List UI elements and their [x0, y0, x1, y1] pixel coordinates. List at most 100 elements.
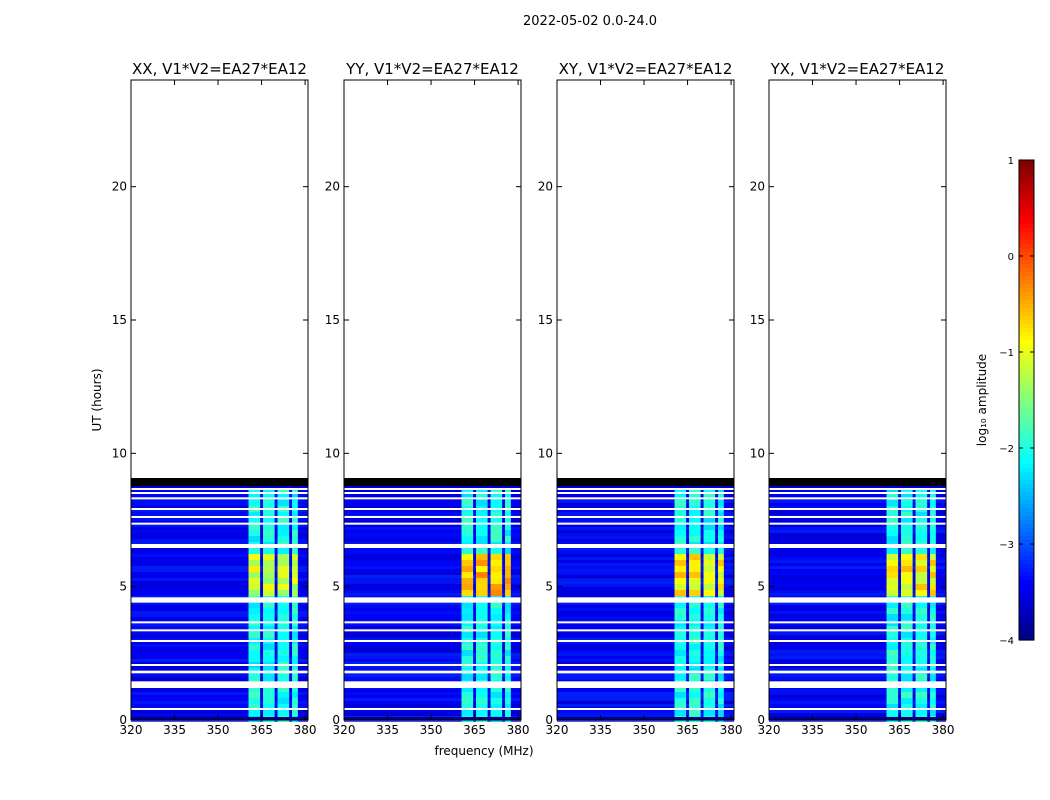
- heatmap-band-cell: [901, 530, 913, 536]
- colorbar-step: [1019, 236, 1034, 241]
- heatmap-band-cell: [703, 656, 716, 662]
- heatmap-band-cell: [505, 614, 511, 620]
- heatmap-band-cell: [930, 530, 936, 536]
- heatmap-noise-row: [344, 644, 521, 647]
- heatmap-band-cell: [505, 710, 511, 716]
- heatmap-noise-row: [131, 548, 308, 551]
- heatmap-band-cell: [292, 530, 298, 536]
- x-tick-label: 365: [463, 723, 486, 737]
- heatmap-band-cell: [718, 524, 724, 530]
- heatmap-noise-row: [557, 572, 734, 575]
- heatmap-noise-row: [557, 626, 734, 629]
- heatmap-noise-row: [131, 524, 308, 527]
- heatmap-band-cell: [490, 614, 503, 620]
- heatmap-band-cell: [674, 650, 687, 656]
- heatmap-noise-row: [769, 647, 946, 650]
- heatmap-noise-row: [557, 617, 734, 620]
- colorbar-step: [1019, 312, 1034, 317]
- heatmap-band-cell: [718, 590, 724, 596]
- x-tick-label: 320: [120, 723, 143, 737]
- heatmap-band-cell: [689, 626, 701, 632]
- heatmap-band-cell: [490, 512, 503, 518]
- heatmap-band-cell: [674, 494, 687, 500]
- heatmap-band-cell: [886, 566, 899, 572]
- colorbar-step: [1019, 268, 1034, 273]
- heatmap-band-cell: [689, 650, 701, 656]
- heatmap-noise-row: [131, 689, 308, 692]
- heatmap-band-cell: [292, 644, 298, 650]
- heatmap-noise-row: [131, 572, 308, 575]
- heatmap-band-cell: [248, 626, 261, 632]
- heatmap-band-cell: [505, 644, 511, 650]
- colorbar-step: [1019, 180, 1034, 185]
- heatmap-noise-row: [557, 494, 734, 497]
- heatmap-band-cell: [461, 548, 474, 554]
- heatmap-band-cell: [703, 644, 716, 650]
- heatmap-noise-row: [344, 608, 521, 611]
- flagged-row: [557, 522, 734, 525]
- colorbar-step: [1019, 292, 1034, 297]
- heatmap-noise-row: [344, 623, 521, 626]
- heatmap-noise-row: [131, 563, 308, 566]
- heatmap-noise-row: [557, 677, 734, 680]
- heatmap-band-cell: [674, 524, 687, 530]
- flagged-row: [557, 640, 734, 642]
- heatmap-band-cell: [930, 566, 936, 572]
- heatmap-band-cell: [263, 632, 275, 638]
- heatmap-noise-row: [769, 593, 946, 596]
- heatmap-band-cell: [505, 530, 511, 536]
- heatmap-band-cell: [674, 698, 687, 704]
- data-bottom-band: [769, 717, 946, 720]
- colorbar-step: [1019, 280, 1034, 285]
- heatmap-band-cell: [263, 626, 275, 632]
- heatmap-band-cell: [901, 656, 913, 662]
- heatmap-noise-row: [344, 587, 521, 590]
- heatmap-band-cell: [674, 536, 687, 542]
- heatmap-band-cell: [915, 704, 928, 710]
- heatmap-noise-row: [769, 623, 946, 626]
- heatmap-noise-row: [769, 632, 946, 635]
- flagged-row: [131, 708, 308, 710]
- heatmap-noise-row: [131, 554, 308, 557]
- flagged-row: [557, 621, 734, 624]
- colorbar-step: [1019, 372, 1034, 377]
- heatmap-band-cell: [263, 590, 275, 596]
- heatmap-band-cell: [901, 488, 913, 494]
- heatmap-band-cell: [277, 536, 290, 542]
- heatmap-band-cell: [505, 524, 511, 530]
- heatmap-band-cell: [263, 650, 275, 656]
- heatmap-band-cell: [689, 704, 701, 710]
- heatmap-band-cell: [476, 530, 488, 536]
- heatmap-band-cell: [248, 536, 261, 542]
- heatmap-band-cell: [248, 710, 261, 716]
- heatmap-noise-row: [557, 644, 734, 647]
- heatmap-noise-row: [344, 524, 521, 527]
- colorbar-step: [1019, 456, 1034, 461]
- heatmap-band-cell: [886, 686, 899, 692]
- heatmap-noise-row: [344, 527, 521, 530]
- heatmap-noise-row: [557, 689, 734, 692]
- heatmap-noise-row: [131, 581, 308, 584]
- heatmap-band-cell: [930, 578, 936, 584]
- heatmap-band-cell: [886, 614, 899, 620]
- heatmap-band-cell: [703, 626, 716, 632]
- heatmap-noise-row: [557, 611, 734, 614]
- heatmap-noise-row: [344, 542, 521, 545]
- heatmap-noise-row: [557, 698, 734, 701]
- heatmap-noise-row: [131, 695, 308, 698]
- heatmap-noise-row: [131, 602, 308, 605]
- colorbar-step: [1019, 204, 1034, 209]
- heatmap-band-cell: [674, 644, 687, 650]
- x-tick-label: 335: [376, 723, 399, 737]
- flagged-row: [557, 492, 734, 494]
- heatmap-band-cell: [689, 500, 701, 506]
- y-tick-label: 20: [325, 180, 340, 194]
- heatmap-band-cell: [915, 578, 928, 584]
- heatmap-band-cell: [886, 710, 899, 716]
- heatmap-band-cell: [915, 566, 928, 572]
- colorbar-step: [1019, 336, 1034, 341]
- heatmap-band-cell: [718, 608, 724, 614]
- heatmap-noise-row: [131, 704, 308, 707]
- colorbar-step: [1019, 540, 1034, 545]
- heatmap-noise-row: [131, 653, 308, 656]
